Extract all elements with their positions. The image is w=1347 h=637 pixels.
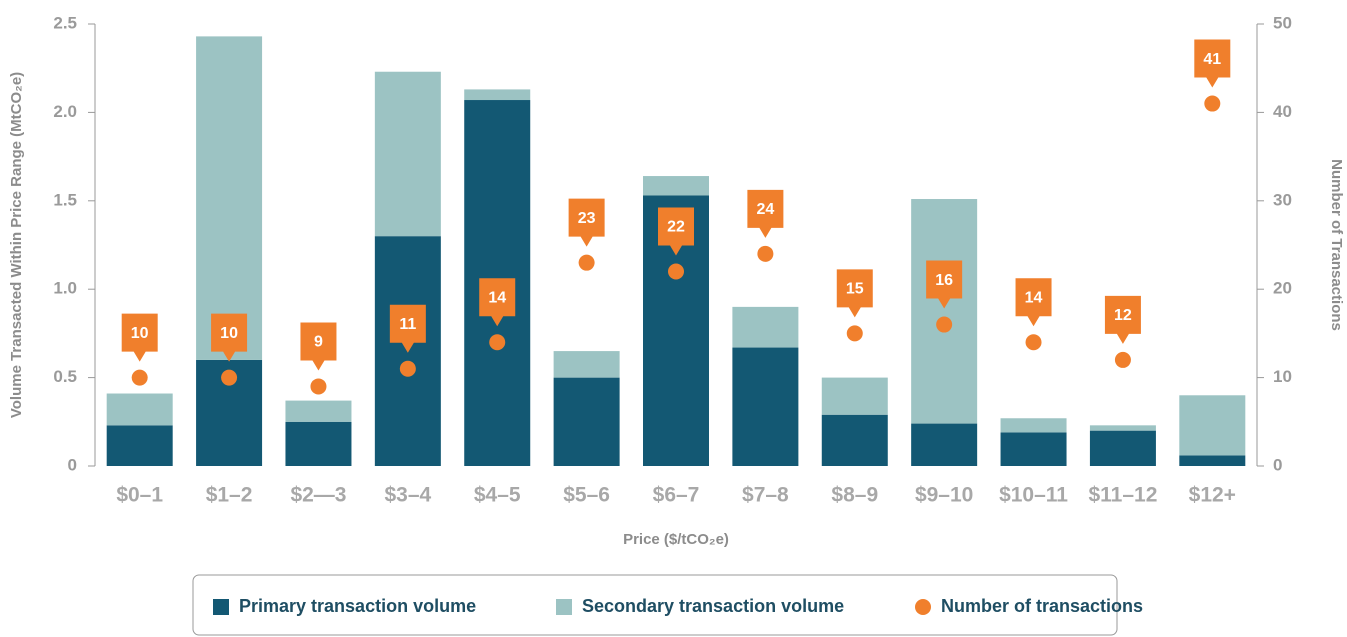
x-tick-label: $7–8 <box>742 484 789 507</box>
bar-segment <box>821 414 888 466</box>
bar-segment <box>285 421 352 466</box>
transaction-dot <box>399 360 416 377</box>
x-tick-label: $1–2 <box>206 484 253 507</box>
transaction-dot <box>578 254 595 271</box>
y-tick-label: 1.5 <box>53 190 77 209</box>
callout-box <box>836 269 873 318</box>
y-tick-label: 0.5 <box>53 367 77 386</box>
transaction-dot <box>846 325 863 342</box>
data-label: 16 <box>935 272 953 289</box>
x-tick-label: $4–5 <box>474 484 521 507</box>
x-tick-label: $5–6 <box>563 484 610 507</box>
bar-segment <box>464 89 531 101</box>
bar-segment <box>643 176 709 196</box>
x-tick-label: $10–11 <box>999 484 1068 507</box>
callout-box <box>747 189 784 238</box>
y-axis-label: Volume Transacted Within Price Range (Mt… <box>8 72 25 418</box>
callout-box <box>658 207 694 256</box>
legend-box <box>192 574 1118 636</box>
data-label: 9 <box>314 334 323 351</box>
callout-box <box>1194 39 1231 88</box>
legend-label: Secondary transaction volume <box>582 596 844 616</box>
bar-segment <box>285 400 352 422</box>
data-label: 24 <box>756 201 774 218</box>
y-tick-label: 0 <box>68 455 77 474</box>
transaction-dot <box>489 334 506 351</box>
data-label: 11 <box>399 316 416 333</box>
x-tick-label: $2—3 <box>290 484 346 507</box>
data-label: 12 <box>1114 307 1132 324</box>
data-label: 41 <box>1203 51 1221 68</box>
data-label: 10 <box>220 325 238 342</box>
y2-axis-label: Number of Transactions <box>1328 159 1345 331</box>
bar-segment <box>1000 432 1067 466</box>
x-tick-label: $3–4 <box>384 484 431 507</box>
bar-segment <box>374 71 441 237</box>
transaction-dot <box>757 245 774 262</box>
transaction-dot <box>310 378 327 395</box>
transaction-dot <box>131 369 148 386</box>
data-label: 14 <box>488 289 506 306</box>
y-tick-label: 1.0 <box>53 279 77 298</box>
y2-tick-label: 0 <box>1273 455 1282 474</box>
x-tick-label: $12+ <box>1189 484 1236 507</box>
callout-box <box>926 260 963 309</box>
legend-swatch <box>556 599 572 615</box>
legend-swatch <box>213 599 229 615</box>
x-axis-label: Price ($/tCO₂e) <box>623 531 729 548</box>
bar-segment <box>732 306 799 348</box>
bar-segment <box>553 377 620 466</box>
callout-box <box>121 313 158 362</box>
data-label: 23 <box>578 210 596 227</box>
y-tick-label: 2.5 <box>53 13 77 32</box>
callout-box <box>1015 278 1052 327</box>
data-label: 10 <box>131 325 149 342</box>
y2-tick-label: 50 <box>1273 13 1292 32</box>
bar-segment <box>106 393 173 426</box>
y2-tick-label: 10 <box>1273 367 1292 386</box>
callout-box <box>389 304 426 353</box>
bar-segment <box>821 377 888 415</box>
bar-segment <box>553 351 620 378</box>
callout-box <box>479 278 516 327</box>
y2-tick-label: 20 <box>1273 279 1292 298</box>
x-tick-label: $9–10 <box>915 484 973 507</box>
x-tick-label: $8–9 <box>831 484 878 507</box>
y2-tick-label: 40 <box>1273 102 1292 121</box>
transaction-dot <box>936 316 953 333</box>
bar-segment <box>106 425 173 466</box>
transaction-dot <box>1204 95 1221 112</box>
transaction-dot <box>1025 334 1042 351</box>
x-tick-label: $6–7 <box>653 484 700 507</box>
data-label: 14 <box>1025 289 1043 306</box>
transaction-dot <box>1114 351 1131 368</box>
legend-swatch <box>915 599 931 615</box>
callout-box <box>300 322 337 371</box>
callout-box <box>211 313 248 362</box>
x-tick-label: $0–1 <box>116 484 163 507</box>
x-tick-label: $11–12 <box>1088 484 1157 507</box>
bar-segment <box>1000 418 1067 433</box>
callout-box <box>568 198 605 247</box>
bar-segment <box>1089 425 1156 431</box>
y-tick-label: 2.0 <box>53 102 77 121</box>
legend-label: Number of transactions <box>941 596 1143 616</box>
data-label: 22 <box>667 219 685 236</box>
data-label: 15 <box>846 281 864 298</box>
y2-tick-label: 30 <box>1273 190 1292 209</box>
transaction-dot <box>668 263 684 280</box>
bar-segment <box>1179 395 1246 456</box>
legend-label: Primary transaction volume <box>239 596 476 616</box>
bar-segment <box>911 423 978 466</box>
bar-segment <box>911 199 978 424</box>
transaction-dot <box>221 369 238 386</box>
bar-segment <box>1089 430 1156 466</box>
bar-segment <box>196 36 263 360</box>
bar-segment <box>732 347 799 466</box>
callout-box <box>1104 295 1141 344</box>
bar-segment <box>1179 455 1246 466</box>
